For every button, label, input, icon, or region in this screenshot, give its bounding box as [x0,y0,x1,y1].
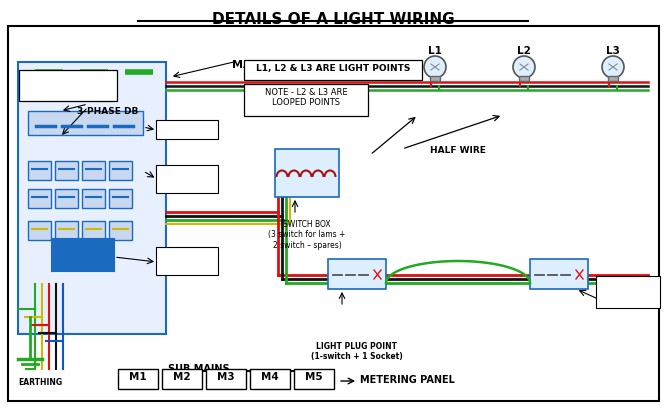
Bar [109,221,132,240]
Text: LOOP LIGHT
PLUG POINT: LOOP LIGHT PLUG POINT [600,279,656,299]
Text: L2: L2 [517,46,531,56]
Bar [519,77,529,82]
Bar [530,259,588,289]
Bar [250,369,290,389]
Bar [294,369,334,389]
Text: M3: M3 [217,371,235,381]
Circle shape [424,57,446,79]
Text: SUB MAINS: SUB MAINS [168,363,229,373]
Bar [28,112,143,136]
Text: NEUTRAL & EARTH
TERMINAL BUS: NEUTRAL & EARTH TERMINAL BUS [29,73,105,86]
Text: L1, L2 & L3 ARE LIGHT POINTS: L1, L2 & L3 ARE LIGHT POINTS [256,64,410,73]
Circle shape [602,57,624,79]
Bar [206,369,246,389]
Bar [328,259,386,289]
Text: DETAILS OF A LIGHT WIRING: DETAILS OF A LIGHT WIRING [211,12,454,27]
FancyBboxPatch shape [156,166,218,193]
Text: EARTHING: EARTHING [18,377,62,386]
Bar [52,239,114,271]
Bar [608,77,618,82]
Circle shape [513,57,535,79]
Bar [430,77,440,82]
Text: M2: M2 [173,371,191,381]
Text: L1: L1 [428,46,442,56]
Text: SP RCCB: SP RCCB [169,123,205,132]
FancyBboxPatch shape [244,85,368,117]
Bar [275,150,339,198]
Bar [82,221,105,240]
Bar [109,162,132,180]
Bar [118,369,158,389]
Bar [109,189,132,209]
Text: SWITCH BOX
(3 switch for lams +
2 switch – spares): SWITCH BOX (3 switch for lams + 2 switch… [268,220,346,249]
Bar [28,162,51,180]
Text: L3: L3 [606,46,620,56]
Bar [28,221,51,240]
Bar [82,189,105,209]
Bar [18,63,166,334]
Text: MAIN CIRCUIT: MAIN CIRCUIT [232,60,318,70]
FancyBboxPatch shape [596,276,660,308]
Text: M5: M5 [305,371,323,381]
Text: M4: M4 [261,371,279,381]
Text: HALF WIRE: HALF WIRE [430,146,486,155]
Bar [82,162,105,180]
Bar [55,189,78,209]
Bar [55,162,78,180]
FancyBboxPatch shape [244,61,422,81]
Text: METERING PANEL: METERING PANEL [360,374,455,384]
Text: M1: M1 [129,371,147,381]
Text: 3-PHASE DB: 3-PHASE DB [77,107,139,116]
Bar [162,369,202,389]
Bar [55,221,78,240]
Text: LIGHT PLUG POINT
(1-switch + 1 Socket): LIGHT PLUG POINT (1-switch + 1 Socket) [311,341,403,360]
FancyBboxPatch shape [19,70,117,101]
FancyBboxPatch shape [156,121,218,139]
Text: INCOMING
TPN MCB: INCOMING TPN MCB [165,250,209,270]
FancyBboxPatch shape [156,247,218,275]
Bar [28,189,51,209]
Text: NOTE - L2 & L3 ARE
LOOPED POINTS: NOTE - L2 & L3 ARE LOOPED POINTS [265,88,348,107]
Text: OUTGOING
SP MCBS: OUTGOING SP MCBS [164,169,210,188]
